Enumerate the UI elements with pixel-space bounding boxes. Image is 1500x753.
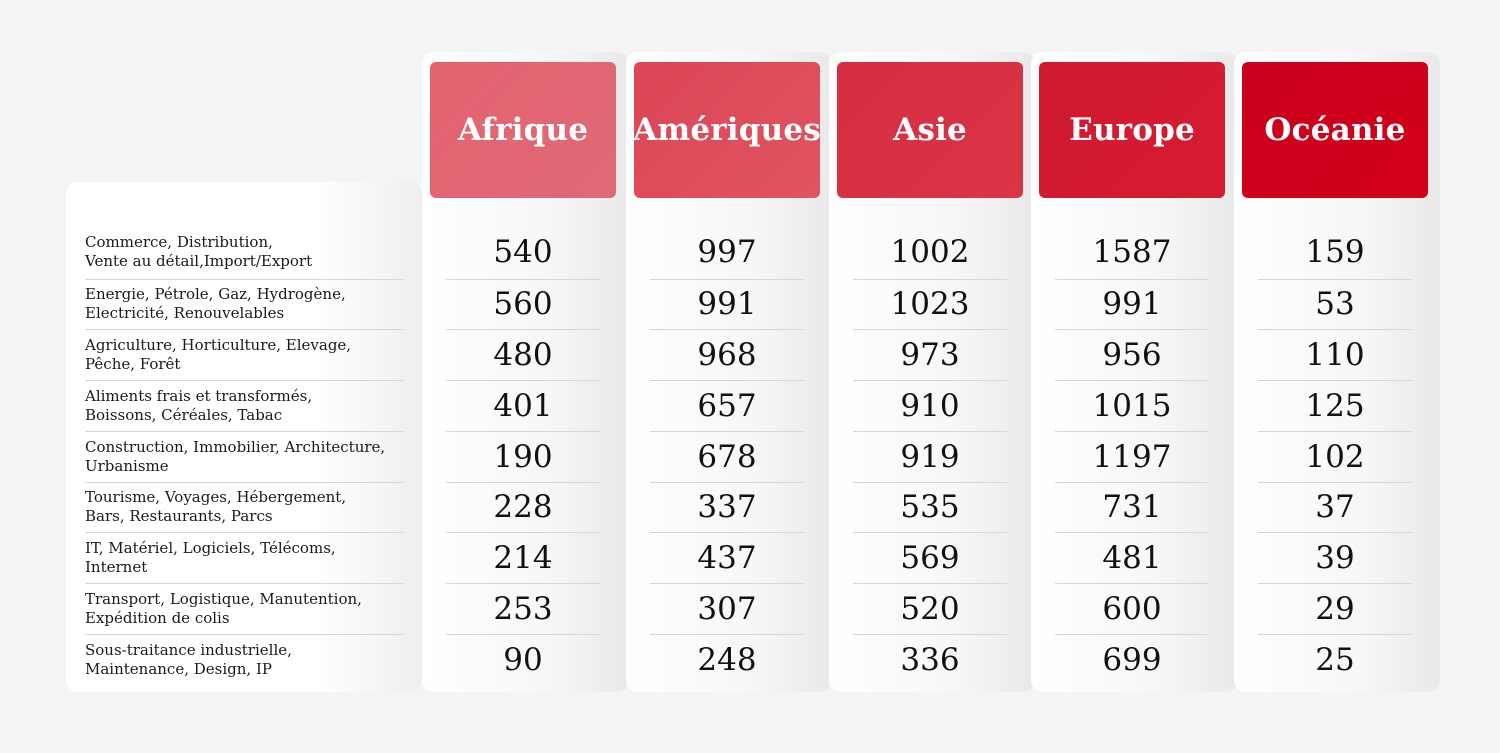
row-label-line: Construction, Immobilier, Architecture, [85, 437, 386, 456]
value-cell: 991 [650, 279, 804, 330]
value-cell: 37 [1258, 482, 1412, 533]
row-label-line: Electricité, Renouvelables [85, 304, 285, 322]
value-cell: 110 [1258, 329, 1412, 381]
value-cell: 1015 [1055, 380, 1209, 432]
value-cell: 699 [1102, 642, 1162, 678]
column-header: Amériques [633, 62, 821, 198]
column-europe: Europe 1587 991 956 1015 1197 731 481 600 699 [1031, 52, 1237, 692]
value-cell: 102 [1258, 431, 1412, 483]
row-label: Aliments frais et transformés, Boissons, … [85, 380, 403, 432]
row-label-line: IT, Matériel, Logiciels, Télécoms, [85, 538, 336, 557]
value-cell: 569 [853, 532, 1007, 584]
value-cell: 437 [650, 532, 804, 584]
row-label-line: Transport, Logistique, Manutention, [85, 589, 362, 608]
value-cell: 560 [446, 279, 600, 330]
value-cell: 731 [1055, 482, 1209, 533]
value-cell: 336 [900, 642, 960, 678]
row-label-line: Internet [85, 557, 148, 576]
row-label-line: Boissons, Céréales, Tabac [85, 405, 283, 424]
column-ameriques: Amériques 997 991 968 657 678 337 437 307 248 [626, 52, 832, 692]
column-header: Afrique [430, 62, 616, 198]
row-label: Commerce, Distribution, Vente au détail,I… [85, 224, 403, 280]
row-label-line: Aliments frais et transformés, [85, 386, 313, 405]
value-cell: 600 [1055, 583, 1209, 635]
row-label: Energie, Pétrole, Gaz, Hydrogène, Electri… [85, 279, 403, 330]
value-cell: 337 [650, 482, 804, 533]
value-cell: 248 [697, 642, 757, 678]
value-cell: 190 [446, 431, 600, 483]
value-cell: 214 [446, 532, 600, 584]
value-cell: 973 [853, 329, 1007, 381]
row-label: IT, Matériel, Logiciels, Télécoms, Intern… [85, 532, 403, 584]
column-asie: Asie 1002 1023 973 910 919 535 569 520 336 [829, 52, 1035, 692]
value-cell: 1002 [853, 224, 1007, 280]
column-header: Europe [1039, 62, 1225, 198]
row-label-line: Pêche, Forêt [85, 354, 181, 373]
value-cell: 540 [446, 224, 600, 280]
row-label-line: Expédition de colis [85, 608, 230, 627]
value-cell: 29 [1258, 583, 1412, 635]
value-cell: 1587 [1055, 224, 1209, 280]
row-label: Tourisme, Voyages, Hébergement, Bars, Res… [85, 482, 403, 533]
value-cell: 919 [853, 431, 1007, 483]
value-cell: 1197 [1055, 431, 1209, 483]
row-label-line: Bars, Restaurants, Parcs [85, 507, 273, 525]
row-label: Agriculture, Horticulture, Elevage, Pêche… [85, 329, 403, 381]
value-cell: 997 [650, 224, 804, 280]
row-label: Construction, Immobilier, Architecture, U… [85, 431, 403, 483]
column-header: Asie [837, 62, 1023, 198]
row-label: Transport, Logistique, Manutention, Expéd… [85, 583, 403, 635]
row-label-line: Agriculture, Horticulture, Elevage, [85, 335, 352, 354]
row-label: Sous-traitance industrielle, Maintenance,… [85, 634, 403, 686]
value-cell: 991 [1055, 279, 1209, 330]
value-cell: 480 [446, 329, 600, 381]
row-label-line: Tourisme, Voyages, Hébergement, [85, 488, 347, 506]
row-labels-panel: Commerce, Distribution, Vente au détail,I… [66, 182, 422, 692]
value-cell: 253 [446, 583, 600, 635]
value-cell: 910 [853, 380, 1007, 432]
row-label-line: Maintenance, Design, IP [85, 660, 272, 678]
value-cell: 159 [1258, 224, 1412, 280]
value-cell: 307 [650, 583, 804, 635]
row-label-line: Commerce, Distribution, [85, 232, 273, 251]
row-label-line: Vente au détail,Import/Export [85, 251, 313, 270]
value-cell: 25 [1315, 642, 1355, 678]
value-cell: 228 [446, 482, 600, 533]
value-cell: 90 [503, 642, 543, 678]
column-oceanie: Océanie 159 53 110 125 102 37 39 29 25 [1234, 52, 1440, 692]
value-cell: 39 [1258, 532, 1412, 584]
value-cell: 401 [446, 380, 600, 432]
column-afrique: Afrique 540 560 480 401 190 228 214 253 90 [422, 52, 628, 692]
column-header: Océanie [1242, 62, 1428, 198]
value-cell: 125 [1258, 380, 1412, 432]
value-cell: 956 [1055, 329, 1209, 381]
value-cell: 1023 [853, 279, 1007, 330]
row-label-line: Urbanisme [85, 456, 169, 475]
value-cell: 53 [1258, 279, 1412, 330]
row-label-line: Energie, Pétrole, Gaz, Hydrogène, [85, 285, 346, 303]
value-cell: 535 [853, 482, 1007, 533]
value-cell: 520 [853, 583, 1007, 635]
value-cell: 678 [650, 431, 804, 483]
value-cell: 657 [650, 380, 804, 432]
value-cell: 968 [650, 329, 804, 381]
value-cell: 481 [1055, 532, 1209, 584]
row-label-line: Sous-traitance industrielle, [85, 641, 292, 659]
